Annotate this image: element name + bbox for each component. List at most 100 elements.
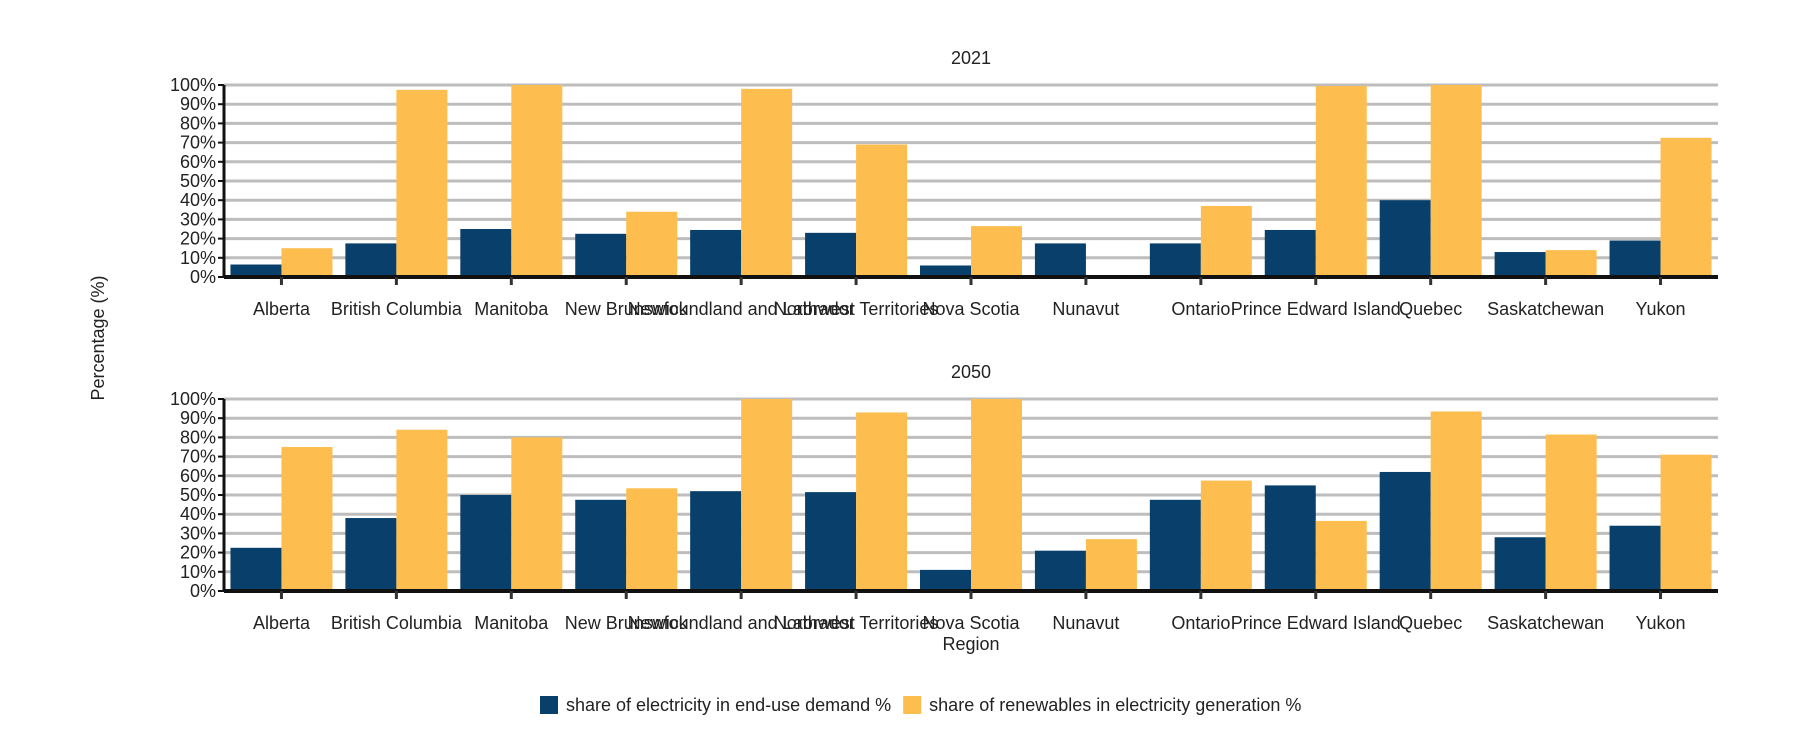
bar-renewables-share [281, 447, 333, 591]
x-tick-label: Quebec [1399, 613, 1462, 633]
y-tick-label: 0% [190, 581, 216, 601]
bar-electricity-share [920, 569, 971, 591]
bar-electricity-share [1609, 240, 1661, 277]
y-tick-label: 50% [180, 485, 216, 505]
y-tick-label: 50% [180, 171, 216, 191]
x-tick-label: Saskatchewan [1487, 299, 1604, 319]
bar-renewables-share [396, 89, 448, 277]
legend: share of electricity in end-use demand %… [540, 695, 1301, 715]
x-tick-label: Nova Scotia [922, 299, 1020, 319]
bar-electricity-share [1494, 537, 1546, 591]
panel-2021: 2021 0%10%20%30%40%50%60%70%80%90%100% Alb… [170, 48, 1718, 319]
y-tick-label: 40% [180, 504, 216, 524]
x-tick-label: Nunavut [1052, 613, 1119, 633]
bar-electricity-share [805, 492, 857, 591]
y-tick-label: 10% [180, 562, 216, 582]
x-tick-label: New Brunswick [565, 299, 689, 319]
bar-electricity-share [345, 518, 397, 591]
y-tick-label: 20% [180, 229, 216, 249]
y-tick-label: 70% [180, 133, 216, 153]
bar-electricity-share [1264, 485, 1316, 591]
x-tick-label: Manitoba [474, 613, 549, 633]
panel-2050: 2050 0%10%20%30%40%50%60%70%80%90%100% Alb… [170, 362, 1718, 633]
bar-renewables-share [626, 488, 678, 591]
x-tick-label: Alberta [253, 299, 311, 319]
bar-renewables-share [1660, 137, 1712, 277]
bar-renewables-share [741, 399, 793, 591]
y-tick-label: 40% [180, 190, 216, 210]
bar-electricity-share [690, 229, 742, 277]
bar-renewables-share [511, 437, 563, 591]
bar-electricity-share [1034, 550, 1086, 591]
bar-electricity-share [1379, 200, 1431, 277]
x-tick-label: New Brunswick [565, 613, 689, 633]
bar-renewables-share [626, 211, 678, 277]
y-tick-label: 90% [180, 408, 216, 428]
bar-electricity-share [920, 265, 971, 277]
y-tick-label: 10% [180, 248, 216, 268]
panel-title: 2050 [951, 362, 991, 382]
bar-renewables-share [511, 85, 563, 277]
x-tick-label: Yukon [1636, 613, 1686, 633]
x-tick-label: Manitoba [474, 299, 549, 319]
bar-renewables-share [281, 248, 333, 277]
legend-swatch [903, 696, 922, 714]
bar-electricity-share [575, 499, 627, 591]
bar-renewables-share [396, 429, 448, 591]
bar-electricity-share [1034, 243, 1086, 277]
y-tick-label: 60% [180, 152, 216, 172]
bar-renewables-share [856, 144, 908, 277]
y-tick-label: 30% [180, 209, 216, 229]
bar-renewables-share [1660, 454, 1712, 591]
bar-renewables-share [1545, 250, 1597, 277]
y-tick-label: 90% [180, 94, 216, 114]
x-tick-label: Ontario [1171, 299, 1230, 319]
x-tick-label: Newfoundland and Labrador [628, 299, 855, 319]
bar-electricity-share [230, 264, 282, 277]
y-axis-title: Percentage (%) [88, 275, 108, 400]
y-tick-label: 80% [180, 113, 216, 133]
bar-renewables-share [1545, 434, 1597, 591]
y-tick-label: 30% [180, 523, 216, 543]
x-tick-label: Quebec [1399, 299, 1462, 319]
x-tick-label: Yukon [1636, 299, 1686, 319]
bar-renewables-share [1200, 480, 1252, 591]
x-tick-label: Prince Edward Island [1231, 613, 1401, 633]
bar-electricity-share [575, 233, 627, 277]
bar-renewables-share [1200, 205, 1252, 277]
y-tick-label: 100% [170, 389, 216, 409]
x-tick-label: Newfoundland and Labrador [628, 613, 855, 633]
bar-electricity-share [1609, 525, 1661, 591]
y-tick-label: 80% [180, 427, 216, 447]
y-tick-label: 20% [180, 543, 216, 563]
bar-electricity-share [690, 491, 742, 591]
legend-label: share of renewables in electricity gener… [929, 695, 1301, 715]
bar-electricity-share [805, 232, 857, 277]
bar-renewables-share [856, 412, 908, 591]
x-tick-label: British Columbia [331, 613, 463, 633]
bar-renewables-share [1430, 85, 1482, 277]
x-tick-label: Northwest Territories [774, 299, 939, 319]
bar-electricity-share [230, 547, 282, 591]
bar-renewables-share [741, 88, 793, 277]
x-tick-label: Alberta [253, 613, 311, 633]
x-tick-label: Nova Scotia [922, 613, 1020, 633]
y-tick-label: 0% [190, 267, 216, 287]
y-tick-label: 100% [170, 75, 216, 95]
bar-electricity-share [1264, 229, 1316, 277]
x-tick-label: Northwest Territories [774, 613, 939, 633]
bar-renewables-share [1430, 411, 1482, 591]
x-tick-label: British Columbia [331, 299, 463, 319]
bar-renewables-share [1315, 520, 1367, 591]
bar-renewables-share [1085, 539, 1137, 591]
bar-electricity-share [460, 495, 512, 591]
bar-renewables-share [971, 399, 1022, 591]
bar-electricity-share [1494, 252, 1546, 277]
y-tick-label: 70% [180, 447, 216, 467]
x-axis-title: Region [942, 634, 999, 654]
bar-renewables-share [971, 226, 1022, 277]
bar-electricity-share [345, 243, 397, 277]
x-tick-label: Saskatchewan [1487, 613, 1604, 633]
legend-swatch [540, 696, 558, 714]
